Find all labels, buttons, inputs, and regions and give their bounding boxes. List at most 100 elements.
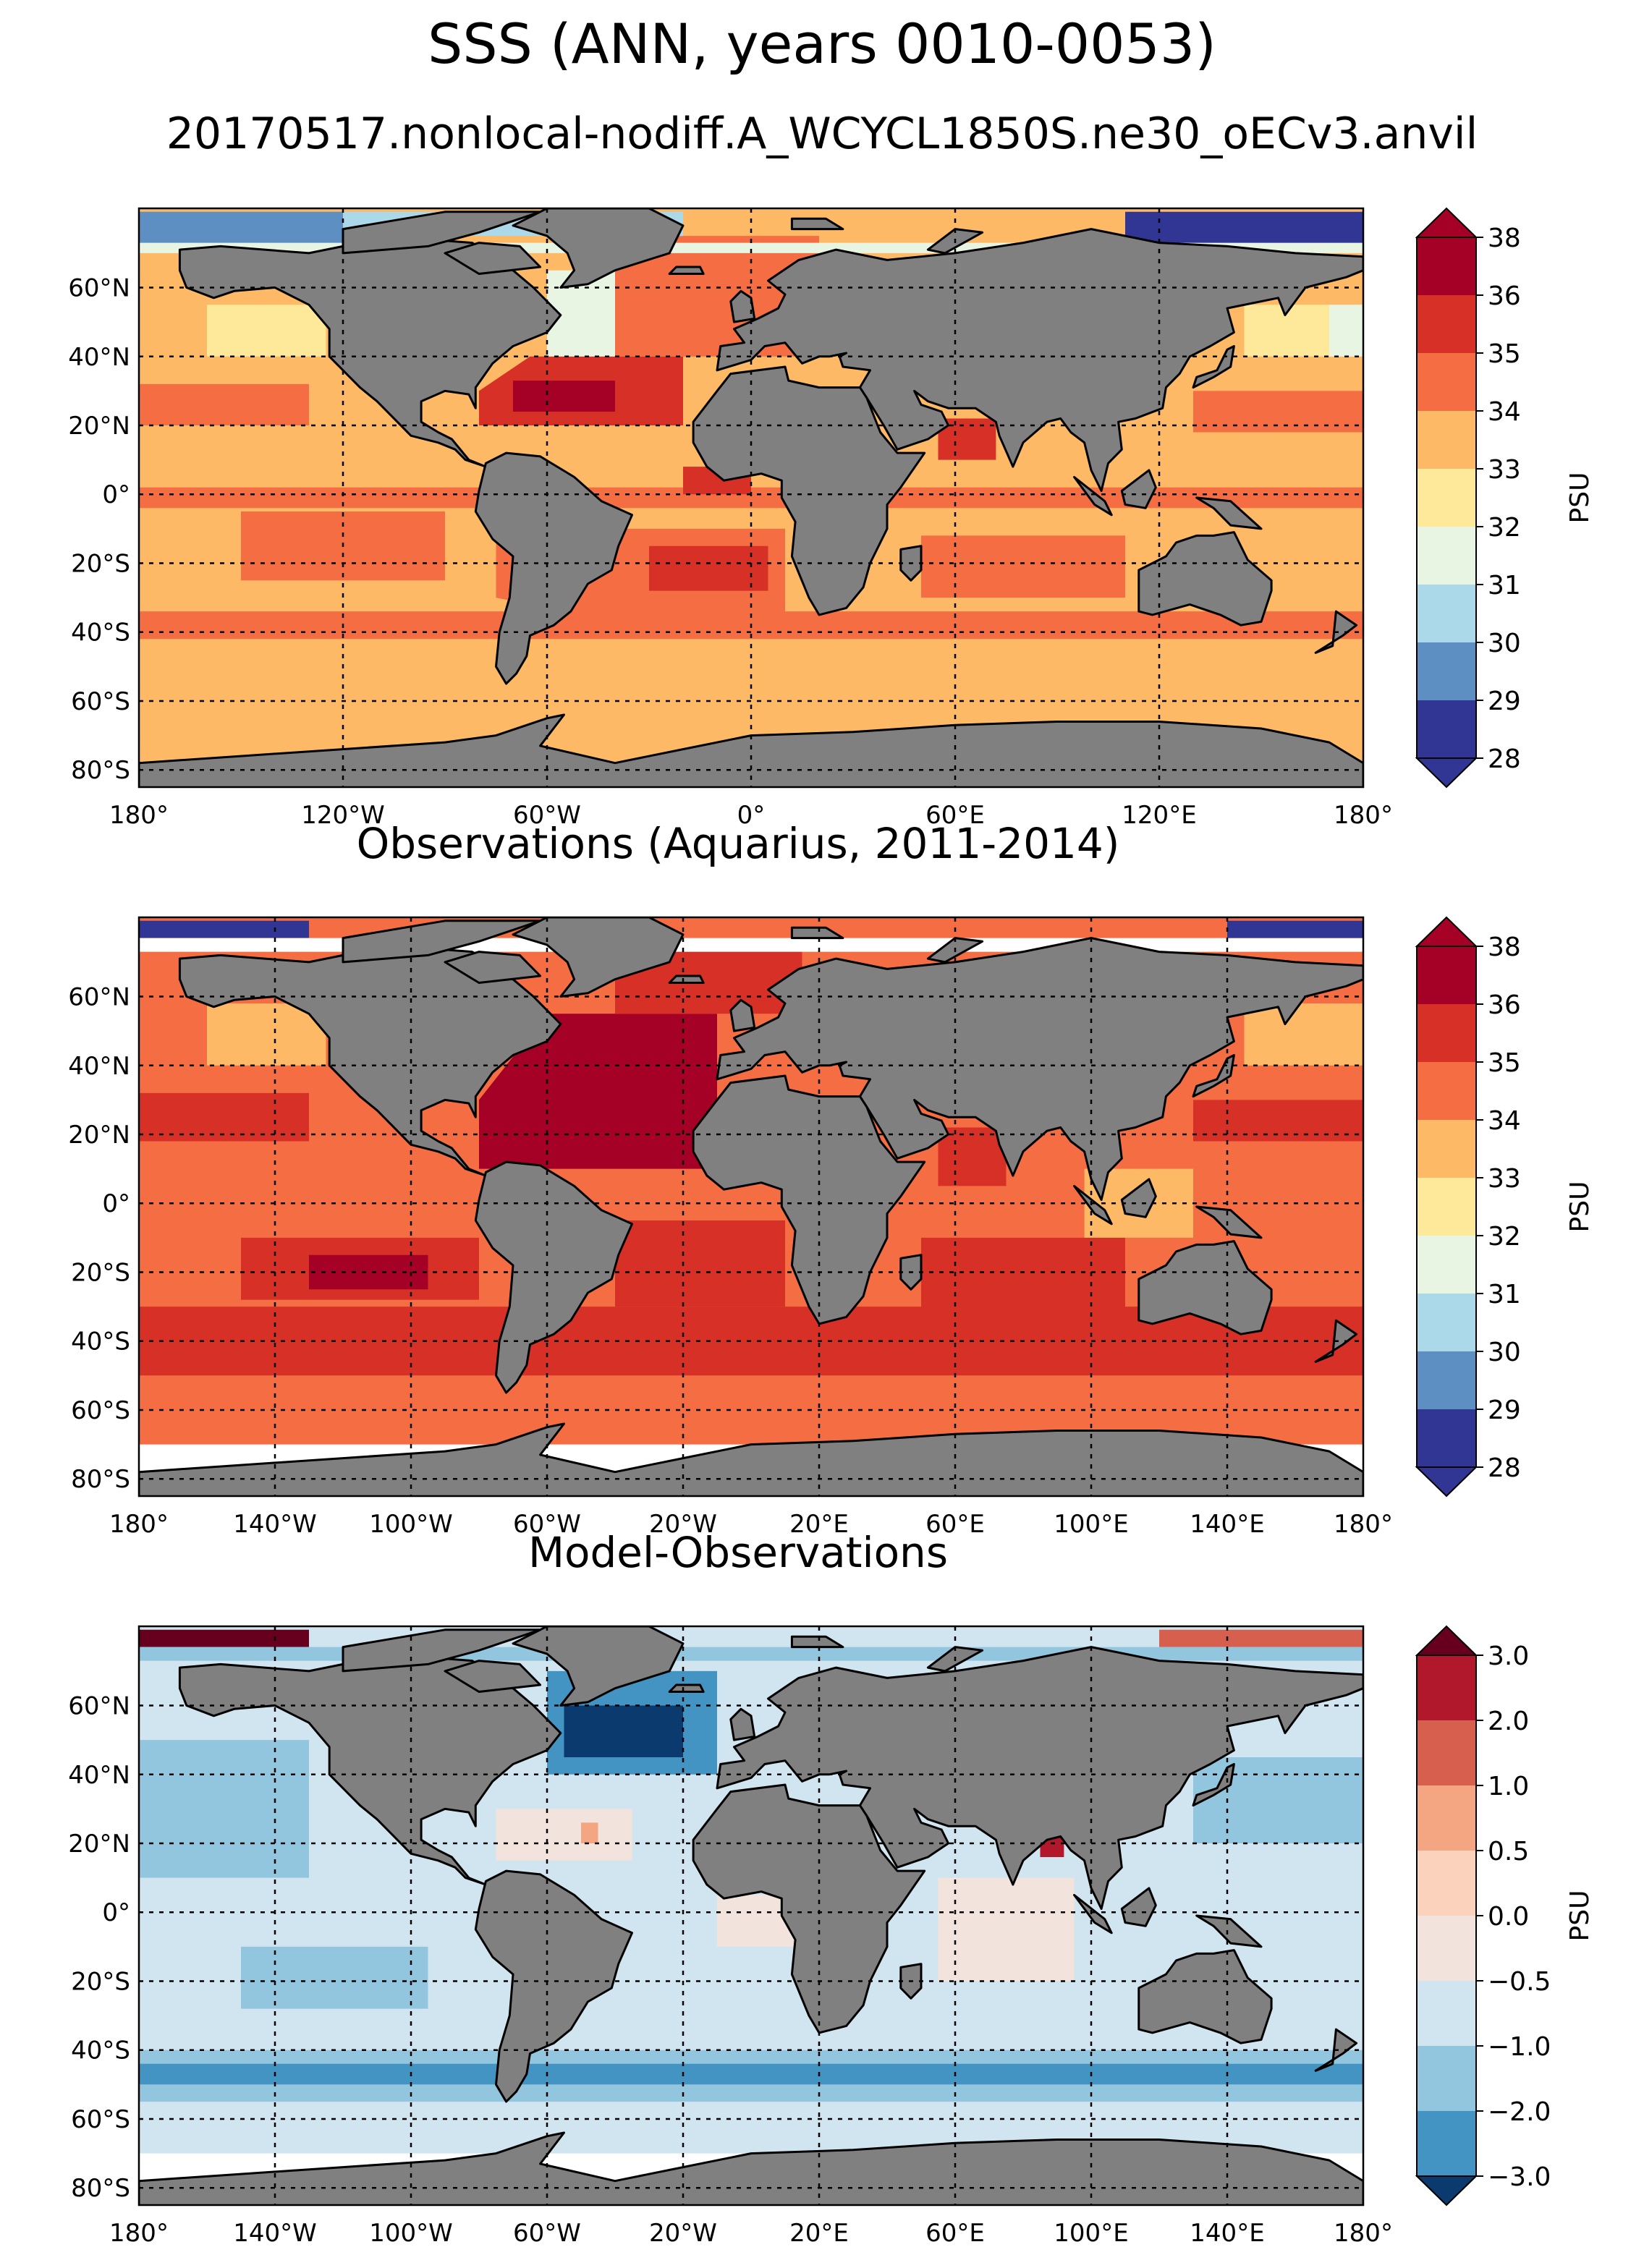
map-field-model xyxy=(139,208,1363,787)
colorbar-segment xyxy=(1417,642,1476,701)
field-contour-9 xyxy=(207,305,326,357)
lon-tick-label: 20°E xyxy=(789,2219,849,2248)
lon-tick-label: 60°E xyxy=(925,2219,985,2248)
colorbar-tick-label: −3.0 xyxy=(1488,2162,1551,2192)
land-africa xyxy=(692,1074,926,1325)
map-frame xyxy=(137,207,1365,789)
lon-tick-label: 100°E xyxy=(1054,1510,1128,1539)
map-frame xyxy=(137,1625,1365,2207)
colorbar-tick-label: −1.0 xyxy=(1488,2032,1551,2062)
colorbar-tick-label: 0.5 xyxy=(1488,1837,1529,1866)
colorbar-tick-label: 35 xyxy=(1488,339,1521,369)
field-contour-13 xyxy=(139,1647,1363,1661)
colorbar-frame xyxy=(1416,946,1477,1468)
colorbar-tick-label: 35 xyxy=(1488,1048,1521,1078)
field-contour-17 xyxy=(139,211,343,247)
figure-title: SSS (ANN, years 0010-0053) xyxy=(428,12,1216,76)
colorbar-tick-label: 33 xyxy=(1488,455,1521,485)
lon-tick-label: 140°W xyxy=(233,2219,317,2248)
land-iceland xyxy=(668,1683,705,1693)
lat-tick-label: 40°N xyxy=(68,343,130,372)
land-australia xyxy=(1137,1949,1273,2044)
colorbar-max-extend xyxy=(1415,1625,1478,1656)
colorbar-segment xyxy=(1417,1120,1476,1178)
colorbar-tick-label: 30 xyxy=(1488,629,1521,658)
colorbar-unit-label: PSU xyxy=(1565,472,1595,524)
land-svalbard xyxy=(790,217,844,231)
land-baffin xyxy=(444,951,542,984)
colorbar-segment xyxy=(1417,1409,1476,1468)
colorbar-tick-label: 31 xyxy=(1488,571,1521,600)
colorbar-segment xyxy=(1417,237,1476,296)
colorbar-model: 38 36 35 34 33 32 31 30 29 28 PSU xyxy=(1415,207,1595,789)
colorbar-segment xyxy=(1417,1004,1476,1063)
field-contour-14 xyxy=(139,938,1363,952)
lat-tick-label: 0° xyxy=(102,1898,130,1927)
land-borneo xyxy=(1120,469,1157,509)
field-contour-14 xyxy=(581,1822,598,1843)
land-africa xyxy=(692,365,926,616)
lon-tick-label: 180° xyxy=(1334,1510,1393,1539)
field-contour-12 xyxy=(1159,1629,1363,1647)
field-contour-9 xyxy=(479,1014,717,1169)
lat-tick-label: 80°S xyxy=(71,2174,130,2203)
lon-tick-label: 20°W xyxy=(649,1510,717,1539)
field-contour-4 xyxy=(1193,1757,1363,1843)
field-contour-19 xyxy=(1125,211,1363,247)
lat-tick-label: 20°N xyxy=(68,1121,130,1150)
land-australia xyxy=(1137,1240,1273,1335)
colorbar-obs: 38 36 35 34 33 32 31 30 29 28 PSU xyxy=(1415,916,1595,1498)
lon-tick-label: 180° xyxy=(1334,801,1393,830)
land-britain xyxy=(729,998,756,1032)
colorbar-tick-label: 28 xyxy=(1488,1453,1521,1483)
lon-tick-label: 100°W xyxy=(369,2219,453,2248)
colorbar-segment xyxy=(1417,1916,1476,1982)
colorbar-segment xyxy=(1417,1851,1476,1916)
colorbar-diff: 3.0 2.0 1.0 0.5 0.0 −0.5 −1.0 −2.0 −3.0 PSU xyxy=(1415,1625,1595,2207)
colorbar-segment xyxy=(1417,1062,1476,1121)
field-contour-8 xyxy=(139,487,1363,509)
panel-title-observations: Observations (Aquarius, 2011-2014) xyxy=(356,819,1120,868)
colorbar-segment xyxy=(1417,353,1476,412)
lat-tick-label: 0° xyxy=(102,480,130,509)
field-contour-5 xyxy=(615,1220,785,1307)
colorbar-segment xyxy=(1417,1720,1476,1786)
lat-tick-label: 40°S xyxy=(71,1328,130,1356)
lon-tick-label: 140°W xyxy=(233,1510,317,1539)
colorbar-segment xyxy=(1417,1294,1476,1352)
land-newGuinea xyxy=(1195,496,1263,530)
land-borneo xyxy=(1120,1887,1157,1927)
colorbar-segment xyxy=(1417,1236,1476,1294)
lat-tick-label: 0° xyxy=(102,1189,130,1218)
land-southAmerica xyxy=(474,1160,633,1394)
figure-subtitle: 20170517.nonlocal-nodiff.A_WCYCL1850S.ne… xyxy=(166,109,1478,159)
colorbar-tick-label: 36 xyxy=(1488,281,1521,311)
lon-tick-label: 140°E xyxy=(1190,2219,1264,2248)
colorbar-segment xyxy=(1417,469,1476,527)
lon-tick-label: 180° xyxy=(1334,2219,1393,2248)
lat-tick-label: 60°S xyxy=(71,687,130,716)
lon-tick-label: 60°W xyxy=(513,1510,581,1539)
field-contour-3 xyxy=(139,1740,309,1878)
colorbar-segment xyxy=(1417,295,1476,354)
land-sumatra xyxy=(1073,1893,1113,1934)
colorbar-tick-label: 30 xyxy=(1488,1338,1521,1367)
field-contour-8 xyxy=(1193,1100,1363,1142)
field-contour-7 xyxy=(564,1705,683,1757)
field-contour-7 xyxy=(139,1092,309,1142)
colorbar-min-extend xyxy=(1415,1466,1478,1498)
land-australia xyxy=(1137,531,1273,627)
colorbar-tick-label: 3.0 xyxy=(1488,1641,1529,1671)
land-greenland xyxy=(512,917,685,998)
lat-tick-label: 40°N xyxy=(68,1052,130,1081)
colorbar-tick-label: 32 xyxy=(1488,513,1521,543)
field-contour-5 xyxy=(241,1946,428,2009)
lat-tick-label: 60°N xyxy=(68,983,130,1012)
field-contour-13 xyxy=(139,920,309,938)
panel-title-difference: Model-Observations xyxy=(527,1528,949,1577)
colorbar-tick-label: 2.0 xyxy=(1488,1707,1529,1736)
field-contour-21 xyxy=(1329,305,1363,357)
colorbar-unit-label: PSU xyxy=(1565,1890,1595,1942)
lat-tick-label: 20°N xyxy=(68,1830,130,1859)
land-newGuinea xyxy=(1195,1205,1263,1239)
